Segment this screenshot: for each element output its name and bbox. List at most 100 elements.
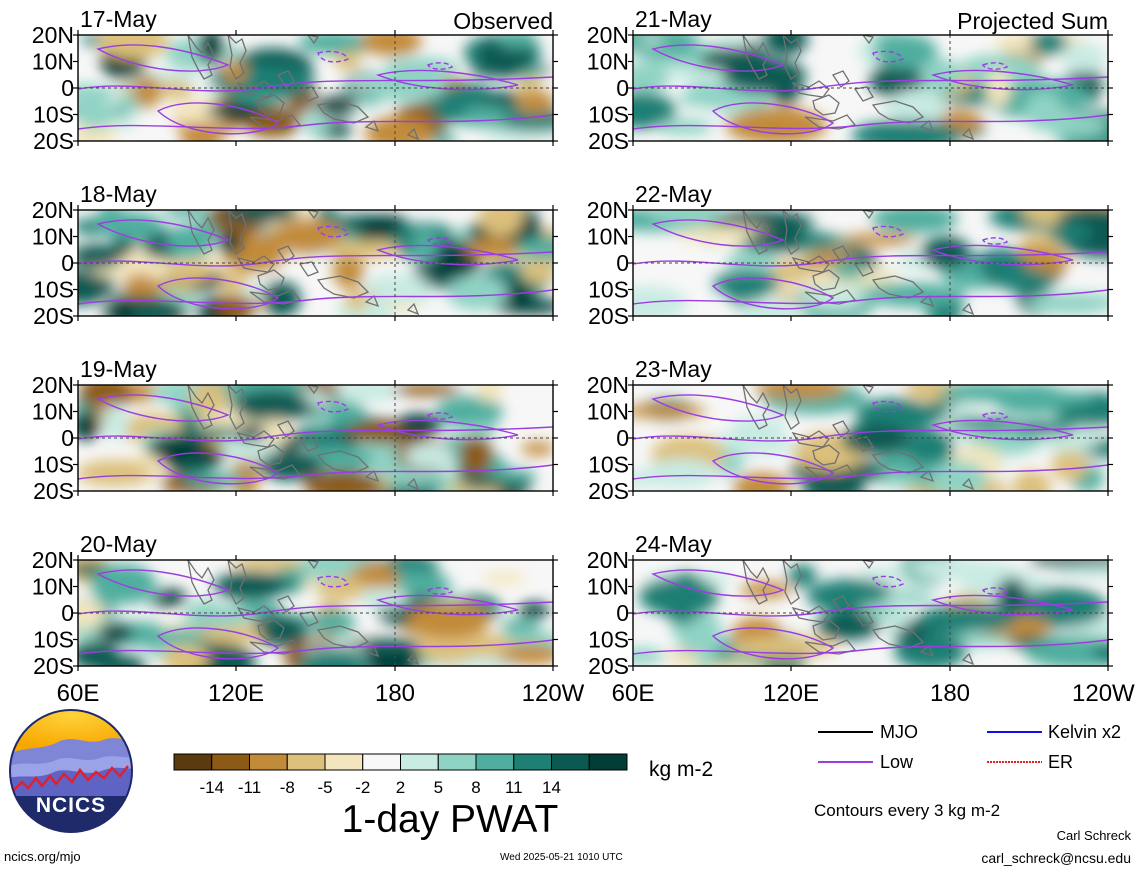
lat-label: 10N (587, 399, 629, 425)
panel-date: 18-May (80, 181, 157, 207)
colorbar-tick: -14 (200, 778, 225, 796)
lat-label: 10S (33, 452, 74, 478)
lat-label: 0 (616, 250, 629, 276)
footer-timestamp: Wed 2025-05-21 1010 UTC (500, 852, 623, 863)
footer-url: ncics.org/mjo (4, 849, 81, 864)
lat-label: 10N (587, 49, 629, 75)
lon-label: 120E (762, 680, 820, 707)
lat-label: 10S (588, 102, 629, 128)
lat-label: 20N (32, 197, 74, 223)
colorbar-swatch (437, 753, 477, 771)
colorbar-swatch (513, 753, 552, 771)
colorbar-tick: 11 (505, 778, 523, 796)
lat-label: 10N (32, 49, 74, 75)
lat-label: 10N (32, 224, 74, 250)
logo-text: NCICS (36, 794, 106, 817)
lat-label: 20S (588, 128, 629, 154)
panel-date: 24-May (635, 531, 712, 557)
lon-label: 180 (929, 680, 971, 707)
lat-label: 10S (588, 277, 629, 303)
colorbar-tick: -2 (355, 778, 370, 796)
lon-label: 120W (1072, 680, 1135, 707)
lat-label: 20S (33, 303, 74, 329)
footer-email: carl_schreck@ncsu.edu (981, 850, 1131, 866)
lon-label: 120E (207, 680, 265, 707)
panel-date: 21-May (635, 6, 712, 32)
svg-text:MJO: MJO (880, 722, 918, 742)
lat-label: 0 (61, 250, 74, 276)
lat-label: 20S (33, 653, 74, 679)
legend-item-mjo: MJO (818, 722, 918, 742)
observed-label: Observed (453, 8, 553, 34)
panel-date: 20-May (80, 531, 157, 557)
legend: MJO Kelvin x2 Low ER (815, 718, 1135, 788)
lat-label: 20S (588, 653, 629, 679)
colorbar-tick: 5 (434, 778, 443, 796)
colorbar-tick: 14 (542, 778, 561, 796)
lat-label: 20S (588, 303, 629, 329)
svg-text:Kelvin x2: Kelvin x2 (1048, 722, 1121, 742)
colorbar-units: kg m-2 (649, 758, 714, 781)
panel-date: 22-May (635, 181, 712, 207)
colorbar-swatch (173, 753, 213, 771)
svg-text:Low: Low (880, 752, 914, 772)
colorbar-title: 1-day PWAT (341, 798, 559, 841)
legend-item-er: ER (987, 752, 1073, 772)
lat-label: 10S (33, 277, 74, 303)
lon-label: 60E (611, 680, 655, 707)
colorbar-swatch (588, 753, 628, 771)
panel-date: 23-May (635, 356, 712, 382)
colorbar: -14 -11 -8 -5 -2 2 5 8 11 14 (172, 752, 632, 797)
lat-label: 0 (61, 600, 74, 626)
colorbar-swatch (249, 753, 288, 771)
lat-label: 10N (32, 574, 74, 600)
svg-text:ER: ER (1048, 752, 1073, 772)
contour-note: Contours every 3 kg m-2 (814, 801, 1001, 820)
colorbar-tick: -11 (238, 778, 261, 796)
lat-label: 20N (587, 372, 629, 398)
colorbar-tick: -8 (280, 778, 295, 796)
colorbar-swatch (400, 753, 439, 771)
colorbar-swatch (286, 753, 326, 771)
lat-label: 10N (32, 399, 74, 425)
lat-label: 20S (33, 128, 74, 154)
lat-label: 20N (32, 372, 74, 398)
projected-label: Projected Sum (957, 8, 1108, 34)
lat-label: 10N (587, 224, 629, 250)
lat-label: 20N (587, 197, 629, 223)
colorbar-swatch (211, 753, 250, 771)
colorbar-tick: -5 (317, 778, 332, 796)
lat-label: 10S (33, 102, 74, 128)
ncics-logo: NCICS (8, 708, 134, 834)
lat-label: 20S (588, 478, 629, 504)
lat-label: 0 (61, 425, 74, 451)
lon-label: 120W (521, 680, 585, 707)
lat-label: 10S (33, 627, 74, 653)
colorbar-swatch (362, 753, 401, 771)
lon-label: 180 (374, 680, 416, 707)
footer-author: Carl Schreck (1056, 828, 1131, 843)
lon-label: 60E (56, 680, 100, 707)
lat-label: 10S (588, 452, 629, 478)
lat-label: 20N (32, 22, 74, 48)
legend-item-low: Low (818, 752, 914, 772)
lat-label: 10N (587, 574, 629, 600)
lat-label: 0 (616, 425, 629, 451)
lat-label: 20N (587, 22, 629, 48)
colorbar-swatch (324, 753, 364, 771)
colorbar-tick: 2 (396, 778, 405, 796)
lat-label: 0 (616, 600, 629, 626)
lat-label: 10S (588, 627, 629, 653)
lat-label: 20N (32, 547, 74, 573)
panel-date: 17-May (80, 6, 157, 32)
colorbar-tick: 8 (471, 778, 480, 796)
